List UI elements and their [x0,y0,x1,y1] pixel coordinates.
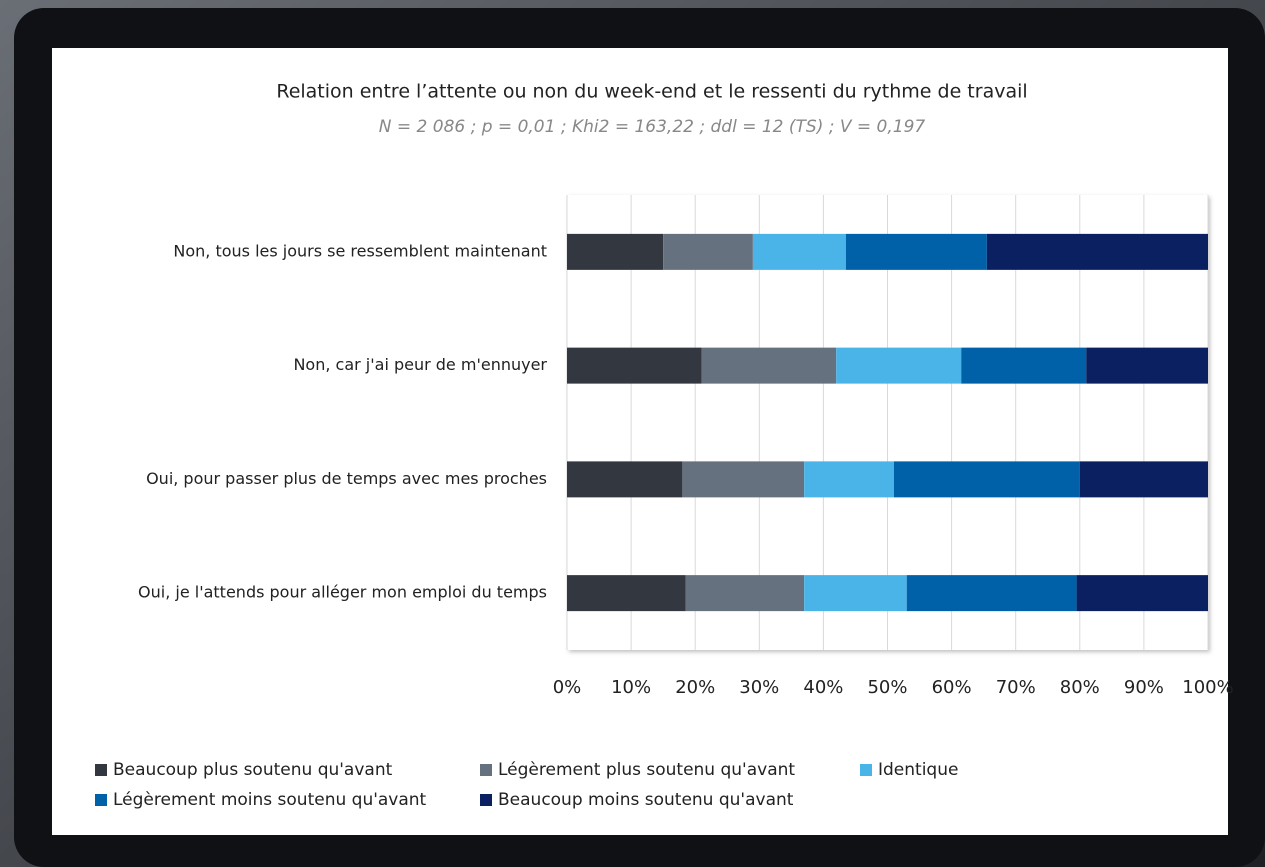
bar-segment [804,575,907,612]
bar-segment [1086,347,1208,384]
legend-swatch [860,764,872,776]
bar-segment [685,575,805,612]
bar-segment [906,575,1077,612]
legend-label: Légèrement moins soutenu qu'avant [113,790,427,810]
bar-segment [836,347,962,384]
y-tick-label: Oui, je l'attends pour alléger mon emplo… [138,583,547,602]
bar-segment [961,347,1087,384]
bar-segment [845,233,987,270]
legend-swatch [95,764,107,776]
legend-swatch [480,794,492,806]
x-tick-label: 10% [611,677,651,698]
bar-segment [752,233,846,270]
legend-label: Légèrement plus soutenu qu'avant [498,760,795,780]
bar-segment [567,575,686,612]
x-tick-label: 20% [675,677,715,698]
chart-subtitle: N = 2 086 ; p = 0,01 ; Khi2 = 163,22 ; d… [379,117,926,137]
chart-title: Relation entre l’attente ou non du week-… [276,81,1027,103]
x-tick-label: 100% [1182,677,1233,698]
y-tick-label: Non, car j'ai peur de m'ennuyer [293,355,547,374]
bar-segment [567,461,683,498]
y-tick-label: Oui, pour passer plus de temps avec mes … [146,469,547,488]
bar-segment [567,347,702,384]
x-tick-label: 80% [1060,677,1100,698]
bar-segment [1076,575,1208,612]
legend-label: Beaucoup plus soutenu qu'avant [113,760,393,780]
y-tick-label: Non, tous les jours se ressemblent maint… [173,241,547,260]
legend-label: Beaucoup moins soutenu qu'avant [498,790,794,810]
bar-segment [893,461,1080,498]
x-tick-label: 60% [932,677,972,698]
bar-segment [682,461,805,498]
bar-segment [986,233,1208,270]
legend-swatch [95,794,107,806]
x-tick-label: 90% [1124,677,1164,698]
bar-segment [567,233,664,270]
x-tick-label: 70% [996,677,1036,698]
legend-label: Identique [878,760,958,780]
bar-segment [804,461,894,498]
x-tick-label: 0% [553,677,582,698]
bar-segment [663,233,753,270]
x-tick-label: 40% [803,677,843,698]
bar-segment [1079,461,1208,498]
bar-segment [701,347,837,384]
x-tick-label: 30% [739,677,779,698]
legend-swatch [480,764,492,776]
x-tick-label: 50% [867,677,907,698]
